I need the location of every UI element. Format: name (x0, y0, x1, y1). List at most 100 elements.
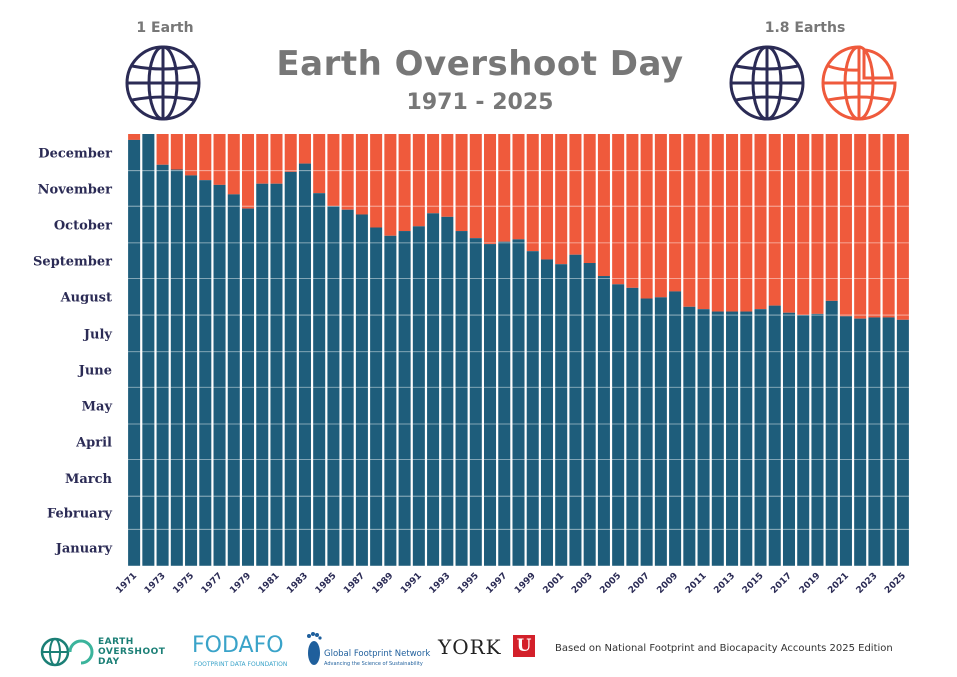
year-bar (256, 183, 269, 566)
overshoot-bar (512, 134, 525, 240)
year-bar (412, 226, 425, 566)
overshoot-bar (327, 134, 340, 207)
year-bar (740, 311, 753, 566)
y-tick-label: March (65, 472, 113, 487)
y-tick-label: May (82, 400, 113, 415)
overshoot-bar (427, 134, 440, 214)
x-tick-label: 2001 (542, 571, 567, 596)
overshoot-bar (128, 134, 141, 140)
earths-label: 1.8 Earths (764, 20, 846, 36)
eod-logo-line1: EARTH (98, 637, 134, 647)
overshoot-bar (597, 134, 610, 277)
x-tick-label: 1985 (314, 571, 339, 596)
x-tick-label: 2007 (627, 571, 652, 596)
overshoot-bar (170, 134, 183, 170)
x-tick-label: 1993 (428, 571, 453, 596)
overshoot-bar (896, 134, 909, 320)
year-bar (156, 164, 169, 567)
overshoot-bar (697, 134, 710, 310)
year-bar (683, 306, 696, 566)
overshoot-bar (455, 134, 468, 232)
overshoot-bar (782, 134, 796, 313)
y-tick-label: April (75, 436, 112, 451)
overshoot-bar (469, 134, 482, 239)
x-tick-label: 2005 (598, 571, 623, 596)
year-bar (484, 244, 497, 566)
overshoot-bar-chart: January February March April May June July Augu… (33, 134, 910, 596)
overshoot-bar (868, 134, 881, 318)
overshoot-bar (355, 134, 368, 215)
overshoot-bar (526, 134, 539, 252)
overshoot-bar (498, 134, 511, 242)
year-bar (370, 227, 383, 566)
overshoot-bar (241, 134, 255, 209)
year-bar (754, 309, 767, 566)
y-tick-label: July (83, 327, 113, 342)
y-tick-label: November (38, 182, 112, 197)
year-bar (427, 213, 440, 566)
overshoot-bar (711, 134, 724, 312)
year-bar (811, 313, 824, 566)
overshoot-bar (284, 134, 297, 172)
fodafo-logo: FODAFO FOOTPRINT DATA FOUNDATION (192, 633, 292, 673)
overshoot-bar (654, 134, 667, 298)
overshoot-bar (199, 134, 212, 181)
one-earth-label: 1 Earth (136, 20, 194, 36)
x-tick-label: 1999 (513, 571, 538, 596)
year-bar (341, 209, 354, 567)
year-bar (441, 216, 454, 567)
x-tick-label: 2019 (798, 571, 823, 596)
fodafo-name: FODAFO (192, 633, 284, 658)
overshoot-bar (726, 134, 739, 312)
x-tick-label: 1997 (485, 571, 510, 596)
overshoot-bar (569, 134, 582, 255)
overshoot-bar (384, 134, 397, 236)
year-bar (839, 316, 852, 566)
york-u-mark: U (513, 635, 535, 657)
year-bar (797, 315, 810, 566)
overshoot-bar (540, 134, 553, 260)
year-bar (213, 184, 226, 566)
x-tick-label: 1991 (399, 571, 424, 596)
overshoot-bar (740, 134, 753, 312)
gfn-tagline: Advancing the Science of Sustainability (324, 661, 423, 667)
overshoot-bar (669, 134, 682, 292)
overshoot-bar (839, 134, 852, 317)
footer: EARTH OVERSHOOT DAY FODAFO FOOTPRINT DAT… (0, 625, 957, 675)
footprint-icon (307, 632, 322, 665)
x-tick-label: 2023 (855, 571, 880, 596)
year-bar (612, 284, 625, 566)
year-bar (284, 171, 297, 567)
year-bar (540, 259, 553, 566)
partial-globe-icon (821, 45, 897, 121)
year-bar (355, 214, 368, 567)
globe-icon (729, 45, 805, 121)
x-tick-label: 1989 (371, 571, 396, 596)
global-footprint-network-logo: Global Footprint Network Advancing the S… (306, 631, 430, 675)
year-bar (313, 193, 326, 566)
overshoot-bar (854, 134, 867, 319)
data-source-note: Based on National Footprint and Biocapac… (555, 643, 893, 654)
eod-logo-line3: DAY (98, 657, 120, 667)
x-tick-label: 2009 (655, 571, 680, 596)
year-bar (555, 264, 568, 566)
overshoot-bar (882, 134, 895, 318)
overshoot-bar (768, 134, 781, 306)
overshoot-bar (270, 134, 283, 184)
overshoot-bar (398, 134, 411, 232)
year-bar (868, 317, 881, 566)
chart-title: Earth Overshoot Day (276, 44, 684, 84)
overshoot-bar (298, 134, 311, 164)
york-name: YORK (438, 635, 502, 659)
overshoot-bar (683, 134, 696, 307)
year-bar (526, 251, 539, 566)
year-bar (711, 311, 724, 566)
overshoot-bar (313, 134, 326, 194)
year-bar (669, 291, 682, 566)
overshoot-bar (626, 134, 639, 288)
y-tick-label: June (78, 364, 112, 379)
x-tick-label: 2021 (826, 571, 851, 596)
year-bar (170, 169, 183, 567)
year-bar (569, 254, 582, 567)
year-bar (583, 263, 596, 566)
